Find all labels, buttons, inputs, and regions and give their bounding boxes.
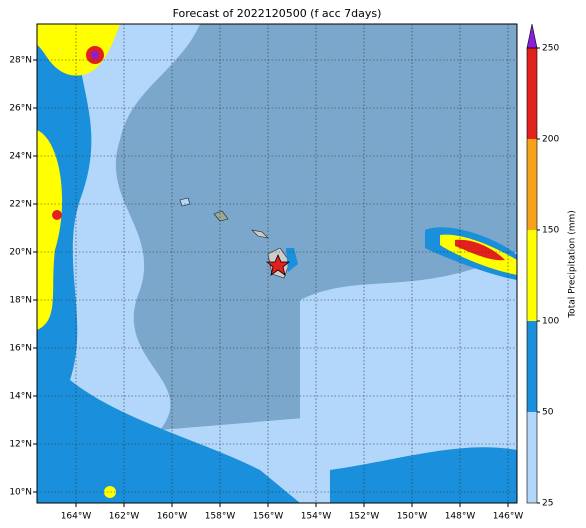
x-tick-label: 146°W [493, 512, 524, 522]
colorbar-segment [527, 139, 537, 230]
colorbar-tick-label: 200 [542, 135, 559, 145]
light-rain [37, 24, 517, 503]
colorbar-label: Total Precipitation (mm) [568, 210, 578, 319]
y-tick-label: 14°N [9, 392, 32, 402]
y-tick-label: 12°N [9, 440, 32, 450]
colorbar-segment [527, 48, 537, 139]
colorbar-extend [526, 23, 538, 49]
x-tick-label: 152°W [349, 512, 380, 522]
y-tick-label: 16°N [9, 344, 32, 354]
y-tick-label: 20°N [9, 248, 32, 258]
extreme-rain [91, 51, 99, 59]
colorbar-tick-label: 100 [542, 317, 559, 327]
y-tick-label: 22°N [9, 200, 32, 210]
y-tick-label: 18°N [9, 296, 32, 306]
x-tick-label: 148°W [445, 512, 476, 522]
x-tick-label: 156°W [253, 512, 284, 522]
map-title: Forecast of 2022120500 (f acc 7days) [173, 7, 382, 20]
very-heavy-rain [52, 210, 62, 220]
colorbar-segment [527, 321, 537, 412]
x-tick-label: 150°W [397, 512, 428, 522]
moderate-rain [286, 248, 298, 272]
colorbar-frame [526, 47, 538, 504]
very-heavy-rain [455, 239, 505, 261]
location-star [265, 253, 291, 276]
y-tick-label: 28°N [9, 56, 32, 66]
x-tick-label: 158°W [205, 512, 236, 522]
island [213, 210, 229, 222]
colorbar-segment [527, 412, 537, 503]
plot-frame [36, 23, 518, 504]
x-tick-label: 162°W [109, 512, 140, 522]
moderate-rain [330, 447, 517, 503]
y-tick-label: 26°N [9, 104, 32, 114]
y-tick-label: 10°N [9, 488, 32, 498]
colorbar-tick-label: 25 [542, 499, 553, 509]
colorbar-tick-label: 50 [542, 408, 554, 418]
colorbar-tick-label: 150 [542, 226, 559, 236]
light-rain [300, 251, 517, 503]
colorbar-tick-label: 250 [542, 44, 559, 54]
x-tick-label: 164°W [61, 512, 92, 522]
heavy-rain [37, 130, 63, 330]
heavy-rain [104, 486, 116, 498]
colorbar-segment [527, 230, 537, 321]
x-tick-label: 160°W [157, 512, 188, 522]
y-tick-label: 24°N [9, 152, 32, 162]
precip-field [37, 24, 517, 503]
x-tick-label: 154°W [301, 512, 332, 522]
